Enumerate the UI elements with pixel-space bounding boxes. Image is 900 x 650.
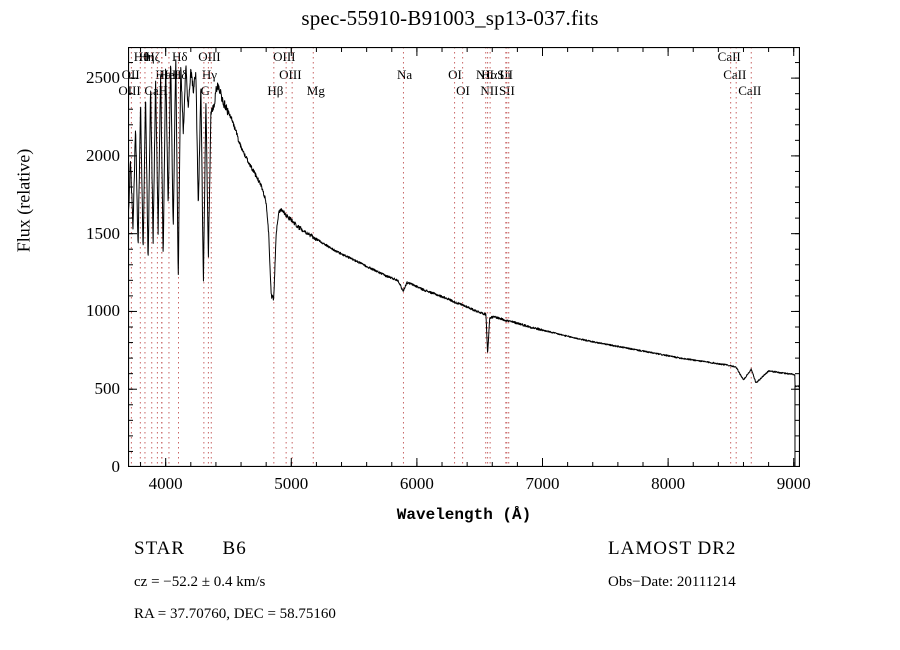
spectral-line-label: CaII — [723, 67, 747, 82]
plot-area — [128, 47, 800, 467]
spectral-line-label: H — [158, 83, 168, 98]
spectrum-plot-svg — [128, 47, 800, 467]
spectral-line-label: Hγ — [201, 67, 218, 82]
spectral-line-label: CaII — [717, 49, 741, 64]
spectral-line-label: Hα — [481, 67, 498, 82]
spectral-line-label: OI — [456, 83, 470, 98]
spectral-line-label: Hβ — [267, 83, 284, 98]
spectral-line-label: SII — [498, 83, 515, 98]
x-tick-label: 4000 — [148, 474, 183, 493]
spectral-line-label: Hθ — [133, 49, 150, 64]
y-tick-label: 1000 — [86, 301, 120, 321]
x-tick-label: 9000 — [776, 474, 811, 493]
x-tick-label: 6000 — [399, 474, 434, 493]
y-axis-label: Flux (relative) — [13, 148, 34, 253]
spectral-line-label: OI — [448, 67, 462, 82]
y-tick-label: 500 — [94, 379, 121, 399]
y-tick-label: 2000 — [86, 145, 120, 165]
footer-coords: RA = 37.70760, DEC = 58.75160 — [134, 606, 336, 622]
x-tick-label: 8000 — [651, 474, 686, 493]
x-tick-label: 7000 — [525, 474, 560, 493]
y-tick-label: 2500 — [86, 68, 120, 88]
spectral-line-label: OIII — [118, 83, 141, 98]
page-title: spec-55910-B91003_sp13-037.fits — [301, 6, 599, 30]
spectral-line-label: Na — [396, 67, 413, 82]
spectral-line-label: Hη — [138, 49, 155, 64]
spectral-class-text: B6 — [222, 538, 247, 559]
y-tick-label: 0 — [111, 457, 121, 476]
spectral-line-label: NII — [475, 67, 495, 82]
spectral-line-label: OIII — [279, 67, 302, 82]
spectral-line-label: Mg — [306, 83, 325, 98]
spectral-line-label: G — [200, 83, 210, 98]
spectral-line-label: Hε — [155, 67, 171, 82]
x-axis-label: Wavelength (Å) — [396, 506, 532, 524]
spectral-line-label: CaII — [738, 83, 762, 98]
spectral-line-label: Hζ — [145, 49, 161, 64]
spectral-line-label: HeI — [159, 67, 179, 82]
footer-object-type: STAR B6 — [134, 538, 247, 560]
footer-cz: cz = −52.2 ± 0.4 km/s — [134, 574, 266, 590]
y-tick-label: 1500 — [86, 223, 120, 243]
spectral-line-label: OIII — [273, 49, 296, 64]
spectral-line-label: NII — [480, 83, 499, 98]
footer-survey: LAMOST DR2 — [608, 538, 737, 559]
footer-obs-date: Obs−Date: 20111214 — [608, 574, 736, 590]
x-tick-label: 5000 — [274, 474, 309, 493]
object-type-text: STAR — [134, 538, 186, 559]
spectral-line-label: Li — [499, 67, 511, 82]
